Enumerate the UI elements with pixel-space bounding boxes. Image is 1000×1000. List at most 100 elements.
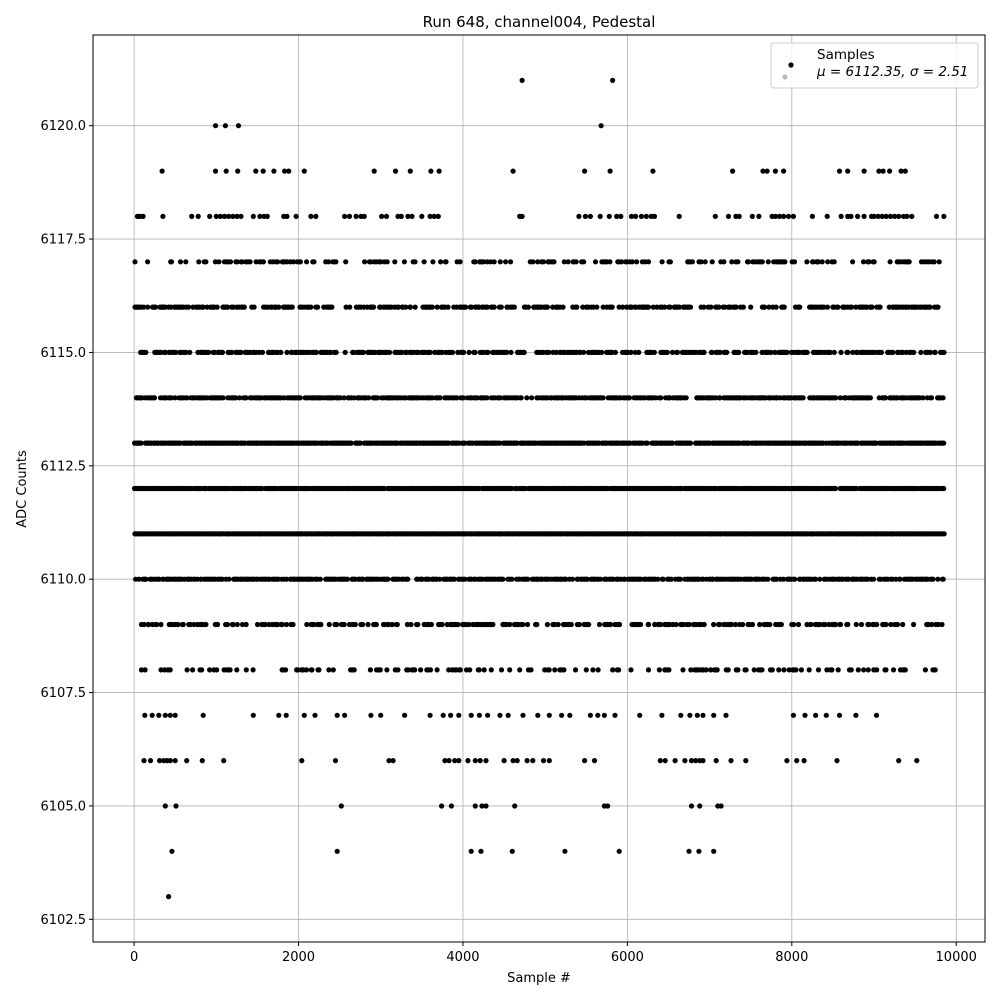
data-point [421, 259, 427, 265]
data-point [491, 259, 497, 265]
data-point [936, 259, 942, 265]
data-point [817, 621, 823, 628]
data-point [759, 259, 765, 265]
data-point [428, 168, 434, 174]
data-point [732, 621, 739, 628]
data-point [415, 621, 421, 628]
data-point [147, 758, 154, 764]
data-point [235, 123, 242, 129]
data-point [883, 667, 889, 673]
data-point [289, 304, 295, 310]
data-point [407, 304, 413, 310]
data-point [877, 304, 883, 310]
data-point [824, 213, 830, 219]
data-point [498, 304, 504, 310]
data-point [185, 304, 192, 310]
data-point [200, 304, 206, 310]
y-axis-ticks: 6102.5 6105.0 6107.5 6110.0 6112.5 6115.0 6117… [41, 119, 93, 928]
data-point [514, 758, 520, 764]
data-point [344, 576, 350, 582]
data-point [940, 576, 946, 582]
data-point [214, 667, 220, 673]
data-point [162, 712, 168, 718]
data-point [837, 395, 843, 401]
data-point [794, 758, 800, 764]
data-point [383, 213, 390, 219]
data-point [827, 349, 833, 355]
data-point [883, 213, 889, 219]
data-point [644, 440, 650, 446]
data-point [918, 349, 924, 355]
data-point [931, 259, 937, 265]
data-point [850, 349, 856, 355]
data-point [239, 259, 245, 265]
data-point [212, 123, 219, 129]
data-point [184, 395, 190, 401]
data-point [694, 712, 700, 718]
data-point [169, 848, 175, 854]
data-point [815, 259, 822, 265]
data-point [476, 712, 482, 718]
data-point [581, 349, 587, 355]
data-point [657, 758, 663, 764]
data-point [408, 621, 414, 628]
data-point [867, 395, 874, 401]
data-point [736, 349, 742, 355]
data-point [576, 621, 583, 628]
data-point [591, 758, 598, 764]
data-point [563, 576, 569, 582]
data-point [599, 349, 605, 355]
data-point [351, 395, 357, 401]
data-point [871, 576, 877, 582]
data-point [445, 304, 451, 310]
data-point [772, 349, 778, 355]
data-point [762, 304, 768, 310]
data-point [540, 758, 547, 764]
data-point [928, 395, 935, 401]
data-point [398, 213, 404, 219]
data-point [711, 848, 717, 854]
data-point [166, 894, 172, 900]
data-point [822, 621, 828, 628]
data-point [546, 349, 552, 355]
data-point [806, 667, 812, 673]
data-point [927, 304, 933, 310]
data-point [386, 758, 392, 764]
data-point [311, 621, 317, 628]
data-point [389, 621, 395, 628]
data-point [597, 213, 603, 219]
data-point [861, 168, 867, 174]
data-point [276, 304, 282, 310]
data-point [887, 213, 894, 219]
data-point [791, 259, 798, 265]
data-point [616, 667, 622, 673]
data-point [353, 213, 359, 219]
data-point [262, 621, 268, 628]
data-point [333, 349, 339, 355]
data-point [509, 848, 515, 854]
data-point [662, 304, 668, 310]
data-point [457, 667, 463, 673]
data-point [565, 259, 571, 265]
data-point [781, 168, 787, 174]
data-point [465, 758, 471, 764]
data-point [880, 168, 886, 174]
data-point [141, 758, 147, 764]
data-point [234, 259, 240, 265]
data-point [658, 621, 664, 628]
data-point [520, 621, 526, 628]
data-point [200, 712, 206, 718]
data-point [341, 621, 347, 628]
data-point [253, 168, 259, 174]
data-point [216, 259, 222, 265]
data-point [483, 758, 489, 764]
data-point [832, 485, 839, 492]
data-point [776, 667, 782, 673]
x-tick-label: 2000 [282, 950, 315, 965]
data-point [678, 576, 684, 582]
data-point [500, 576, 506, 582]
data-point [583, 667, 589, 673]
data-point [693, 758, 699, 764]
data-point [873, 712, 880, 718]
data-point [546, 667, 552, 673]
